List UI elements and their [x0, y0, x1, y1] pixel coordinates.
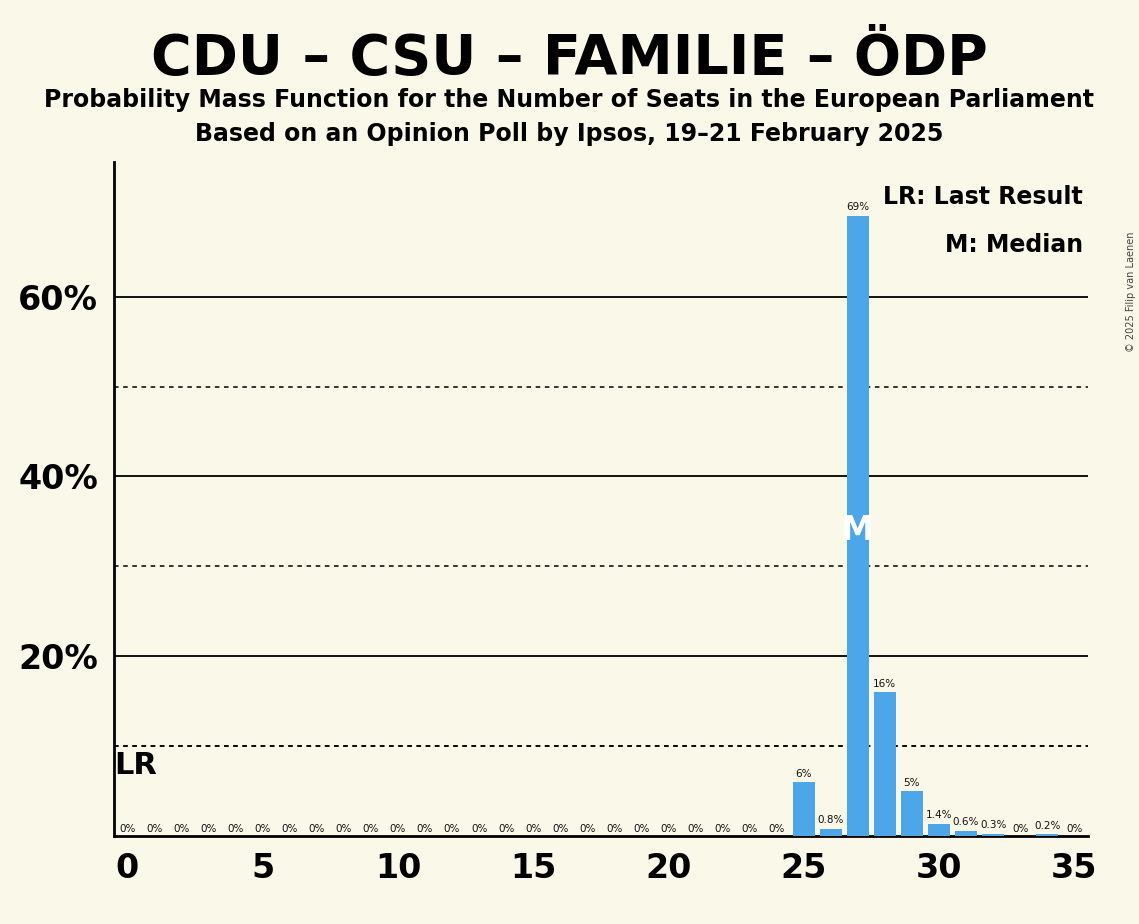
Text: 0%: 0% [200, 824, 216, 834]
Text: 5%: 5% [903, 778, 920, 787]
Text: 0%: 0% [146, 824, 163, 834]
Text: LR: Last Result: LR: Last Result [883, 186, 1083, 210]
Text: © 2025 Filip van Laenen: © 2025 Filip van Laenen [1126, 231, 1136, 351]
Bar [820, 829, 842, 836]
Text: 0%: 0% [606, 824, 623, 834]
Text: 0%: 0% [741, 824, 757, 834]
Text: 0%: 0% [444, 824, 460, 834]
Text: 0%: 0% [769, 824, 785, 834]
Bar [901, 791, 923, 836]
Text: 0%: 0% [362, 824, 379, 834]
Text: 0%: 0% [714, 824, 731, 834]
Bar [1036, 834, 1058, 836]
Bar [793, 783, 814, 836]
Text: 0%: 0% [417, 824, 433, 834]
Text: 0%: 0% [498, 824, 515, 834]
Text: CDU – CSU – FAMILIE – ÖDP: CDU – CSU – FAMILIE – ÖDP [151, 32, 988, 86]
Text: 6%: 6% [795, 769, 812, 779]
Text: 0.8%: 0.8% [818, 815, 844, 825]
Text: M: Median: M: Median [944, 233, 1083, 257]
Text: 0%: 0% [579, 824, 596, 834]
Bar [874, 692, 895, 836]
Text: 0%: 0% [309, 824, 325, 834]
Text: 0%: 0% [281, 824, 298, 834]
Text: 0%: 0% [661, 824, 677, 834]
Text: 0%: 0% [254, 824, 271, 834]
Text: 0%: 0% [470, 824, 487, 834]
Text: 0%: 0% [120, 824, 136, 834]
Text: 0%: 0% [228, 824, 244, 834]
Bar [982, 833, 1003, 836]
Text: 0%: 0% [336, 824, 352, 834]
Text: 0%: 0% [1066, 824, 1082, 834]
Text: 0%: 0% [173, 824, 190, 834]
Bar [847, 215, 869, 836]
Text: 1.4%: 1.4% [926, 810, 952, 820]
Bar [928, 823, 950, 836]
Text: 16%: 16% [874, 679, 896, 688]
Text: 0.6%: 0.6% [953, 817, 980, 827]
Text: 0.3%: 0.3% [980, 820, 1006, 830]
Text: M: M [842, 514, 875, 547]
Text: 0%: 0% [1011, 824, 1029, 834]
Text: 0%: 0% [633, 824, 649, 834]
Text: Based on an Opinion Poll by Ipsos, 19–21 February 2025: Based on an Opinion Poll by Ipsos, 19–21… [195, 122, 944, 146]
Text: LR: LR [114, 751, 157, 780]
Bar [956, 831, 977, 836]
Text: 0%: 0% [525, 824, 541, 834]
Text: 0%: 0% [687, 824, 704, 834]
Text: 0.2%: 0.2% [1034, 821, 1060, 831]
Text: 0%: 0% [390, 824, 407, 834]
Text: Probability Mass Function for the Number of Seats in the European Parliament: Probability Mass Function for the Number… [44, 88, 1095, 112]
Text: 0%: 0% [552, 824, 568, 834]
Text: 69%: 69% [846, 202, 869, 213]
